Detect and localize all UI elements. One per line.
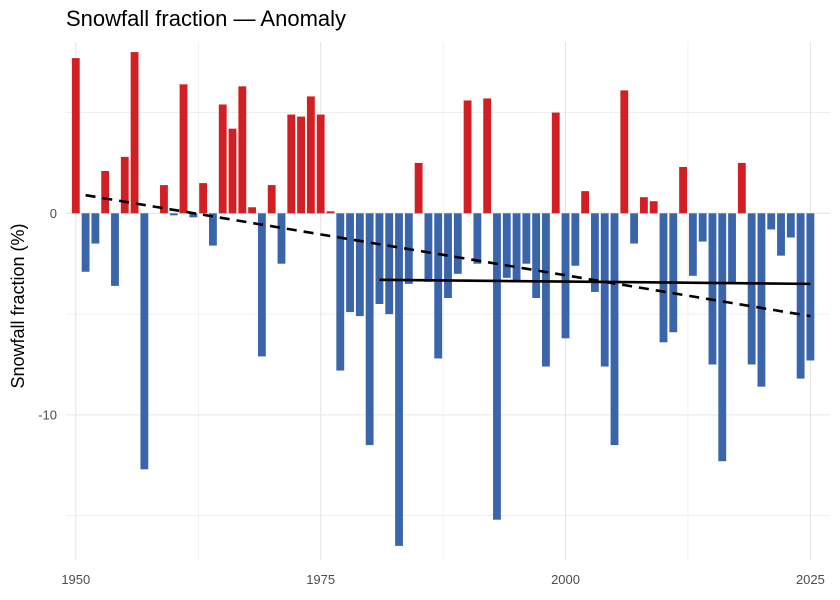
bar-1961 xyxy=(179,84,188,214)
bar-1954 xyxy=(111,213,119,286)
bar-1983 xyxy=(395,213,403,546)
bar-2004 xyxy=(600,213,609,367)
bar-1975 xyxy=(316,114,325,214)
x-tick-label: 2025 xyxy=(796,572,825,587)
bar-1992 xyxy=(483,98,492,214)
bar-1987 xyxy=(434,213,443,359)
bar-2002 xyxy=(581,191,590,214)
bar-1968 xyxy=(248,207,257,214)
bar-1988 xyxy=(444,213,452,298)
bar-1976 xyxy=(326,211,335,214)
bar-1964 xyxy=(209,213,217,246)
bar-2016 xyxy=(718,213,727,462)
bar-1956 xyxy=(130,52,139,214)
bar-1997 xyxy=(532,213,541,298)
bar-2021 xyxy=(767,213,776,230)
y-tick-label: -10 xyxy=(38,407,57,422)
bar-1974 xyxy=(306,96,315,214)
bar-1957 xyxy=(140,213,149,470)
bar-2010 xyxy=(659,213,668,343)
bar-2025 xyxy=(806,213,815,361)
y-tick-label: 0 xyxy=(50,206,57,221)
trend-lines xyxy=(85,193,811,318)
trend-line-solid xyxy=(379,278,811,286)
bar-1990 xyxy=(463,100,472,214)
bar-2015 xyxy=(708,213,717,365)
bar-1963 xyxy=(199,183,208,214)
bar-1967 xyxy=(238,86,247,214)
bar-2020 xyxy=(757,213,766,387)
bar-1994 xyxy=(502,213,511,278)
y-axis-ticks: 0 -10 xyxy=(38,206,57,423)
bar-1977 xyxy=(336,213,345,371)
x-tick-label: 2000 xyxy=(551,572,580,587)
bar-1966 xyxy=(228,128,237,214)
gridlines xyxy=(66,42,830,560)
bar-1953 xyxy=(101,170,110,214)
bar-1986 xyxy=(424,213,433,282)
bar-1979 xyxy=(355,213,364,317)
bar-2005 xyxy=(610,213,619,446)
bar-2011 xyxy=(669,213,678,333)
bar-1952 xyxy=(91,213,100,244)
bar-2013 xyxy=(688,213,697,276)
bar-1985 xyxy=(414,162,423,214)
bar-2014 xyxy=(698,213,707,242)
bar-1999 xyxy=(551,112,560,214)
bar-1981 xyxy=(375,213,384,305)
bar-1951 xyxy=(81,213,90,272)
bar-1959 xyxy=(160,185,168,214)
bar-1995 xyxy=(512,213,521,282)
bar-2007 xyxy=(630,213,639,244)
trend-line-dashed xyxy=(85,193,811,318)
y-axis-title: Snowfall fraction (%) xyxy=(8,223,28,388)
chart-title: Snowfall fraction — Anomaly xyxy=(66,6,347,31)
bar-2018 xyxy=(737,162,746,214)
bar-2019 xyxy=(747,213,756,365)
bars xyxy=(71,52,815,546)
bar-1965 xyxy=(218,104,227,214)
bar-1996 xyxy=(522,213,531,264)
x-tick-label: 1950 xyxy=(61,572,90,587)
bar-2023 xyxy=(786,213,795,238)
bar-1972 xyxy=(287,114,296,214)
bar-1971 xyxy=(277,213,286,264)
bar-2006 xyxy=(620,90,629,214)
bar-2012 xyxy=(679,166,687,214)
bar-2000 xyxy=(561,213,570,339)
bar-1962 xyxy=(189,213,198,218)
bar-1969 xyxy=(257,213,266,357)
bar-2017 xyxy=(728,213,736,284)
x-tick-label: 1975 xyxy=(306,572,335,587)
bar-2022 xyxy=(777,213,785,256)
bar-1955 xyxy=(120,156,129,214)
bar-1989 xyxy=(453,213,462,274)
bar-1970 xyxy=(267,185,276,214)
bar-1991 xyxy=(473,213,482,264)
bar-2003 xyxy=(591,213,599,292)
bar-2008 xyxy=(639,197,648,214)
bar-1950 xyxy=(71,58,80,214)
bar-2009 xyxy=(649,201,658,214)
bar-2001 xyxy=(571,213,580,266)
bar-1980 xyxy=(365,213,374,446)
bar-2024 xyxy=(796,213,805,379)
bar-1960 xyxy=(169,213,178,216)
bar-1982 xyxy=(385,213,394,315)
bar-1973 xyxy=(297,116,305,214)
bar-1978 xyxy=(346,213,354,313)
bar-1993 xyxy=(493,213,501,520)
bar-1998 xyxy=(542,213,550,367)
x-axis-ticks: 1950 1975 2000 2025 xyxy=(61,572,825,587)
